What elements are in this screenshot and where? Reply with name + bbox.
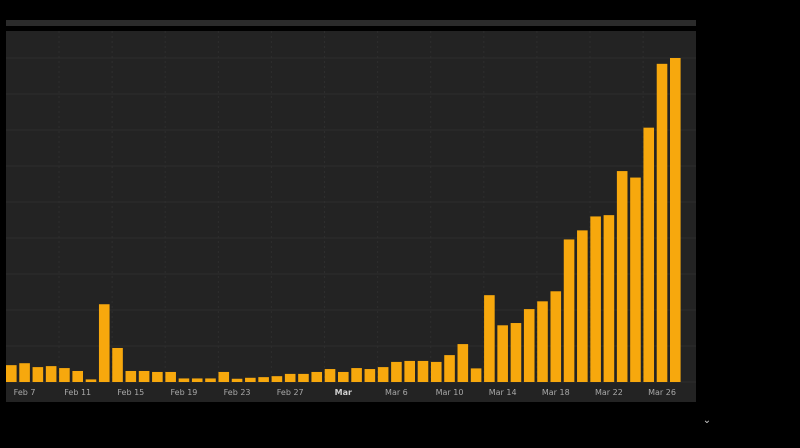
bar[interactable]: Mar 25 — [643, 127, 655, 382]
x-tick-label: Mar — [335, 388, 352, 397]
bar[interactable]: Feb 7 — [19, 363, 30, 382]
bar[interactable]: Feb 10 — [59, 368, 70, 382]
bar[interactable]: Mar 1 — [324, 369, 336, 382]
bar[interactable]: Mar 13 — [484, 295, 495, 382]
bar[interactable]: Feb 15 — [125, 370, 137, 382]
bar[interactable]: Mar 2 — [338, 371, 349, 382]
chevron-down-icon[interactable]: ⌄ — [702, 415, 712, 426]
bar[interactable]: Mar 15 — [510, 323, 522, 382]
x-tick-label: Mar 18 — [542, 388, 570, 397]
bar[interactable]: Feb 26 — [271, 376, 283, 382]
bar[interactable]: Feb 11 — [72, 370, 83, 382]
bar[interactable]: Feb 24 — [245, 377, 256, 382]
bar[interactable]: Feb 19 — [178, 378, 190, 382]
bar[interactable]: Feb 27 — [284, 373, 296, 382]
bar[interactable]: Feb 29 — [311, 371, 323, 382]
bar[interactable]: Feb 23 — [231, 378, 243, 382]
x-tick-label: Feb 19 — [170, 388, 197, 397]
bar[interactable]: Mar 24 — [630, 177, 641, 382]
x-tick-label: Mar 22 — [595, 388, 623, 397]
bar[interactable]: Feb 16 — [138, 370, 150, 382]
bar[interactable]: Mar 4 — [364, 369, 376, 382]
bar[interactable]: Mar 19 — [563, 239, 575, 382]
bar[interactable]: Mar 14 — [497, 325, 508, 382]
bar[interactable]: Feb 13 — [98, 304, 110, 382]
x-tick-label: Mar 26 — [648, 388, 676, 397]
bar[interactable]: Feb 18 — [165, 371, 176, 382]
bar[interactable]: Mar 23 — [616, 171, 628, 382]
bar[interactable]: Mar 16 — [523, 309, 535, 382]
bar[interactable]: Feb 22 — [218, 371, 230, 382]
bar[interactable]: Mar 18 — [550, 291, 562, 382]
x-tick-label: Feb 7 — [14, 388, 36, 397]
grid-lines — [6, 31, 696, 383]
bar[interactable]: Mar 17 — [537, 301, 548, 382]
bar[interactable]: Feb 25 — [258, 377, 269, 382]
x-axis-ticks: Feb 7 Feb 11 Feb 15 Feb 19 Feb 23 Feb 27 Mar Ma… — [14, 388, 676, 397]
x-tick-label: Feb 15 — [117, 388, 144, 397]
bar[interactable]: Mar 21 — [590, 216, 601, 382]
bar[interactable]: Feb 12 — [85, 379, 97, 382]
bar[interactable]: Feb 14 — [112, 347, 123, 382]
x-tick-label: Feb 27 — [277, 388, 304, 397]
x-tick-label: Feb 23 — [224, 388, 251, 397]
x-tick-label: Mar 6 — [385, 388, 408, 397]
bar[interactable]: Feb 21 — [205, 378, 216, 382]
x-tick-label: Feb 11 — [64, 388, 91, 397]
bar[interactable]: Mar 6 — [391, 361, 402, 382]
bar[interactable]: Feb 8 — [32, 367, 44, 382]
bar[interactable]: Feb 6 — [6, 365, 17, 382]
bar[interactable]: Mar 3 — [351, 368, 362, 382]
bar[interactable]: Feb 20 — [191, 378, 203, 382]
bar[interactable]: Mar 26 — [656, 63, 668, 382]
x-tick-label: Mar 14 — [489, 388, 517, 397]
bar[interactable]: Feb 9 — [45, 366, 57, 382]
bar[interactable]: Mar 9 — [430, 361, 442, 382]
bar[interactable]: Mar 20 — [577, 230, 588, 382]
bar[interactable]: Mar 22 — [603, 215, 615, 382]
x-tick-label: Mar 10 — [436, 388, 464, 397]
bar[interactable]: Mar 5 — [377, 367, 389, 382]
bar[interactable]: Feb 17 — [152, 371, 163, 382]
bar[interactable]: Mar 10 — [444, 355, 455, 382]
bar[interactable]: Feb 28 — [298, 373, 309, 382]
bar[interactable]: Mar 12 — [470, 368, 482, 382]
bar[interactable]: Mar 11 — [457, 344, 469, 382]
bar[interactable]: Mar 7 — [404, 360, 415, 382]
chart-header-strip — [6, 20, 696, 26]
bar[interactable]: Mar 27 — [670, 58, 681, 382]
bar[interactable]: Mar 8 — [417, 360, 429, 382]
